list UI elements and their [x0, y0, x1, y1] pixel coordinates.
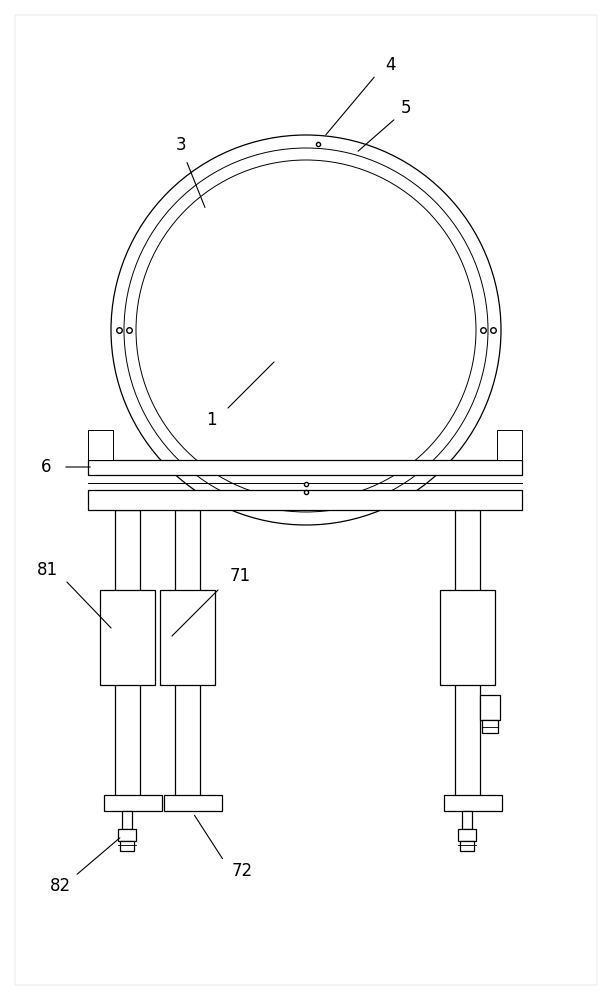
- Bar: [455, 510, 480, 810]
- Bar: [88, 490, 522, 510]
- Text: 82: 82: [50, 877, 70, 895]
- Bar: [88, 430, 113, 460]
- Bar: [122, 811, 132, 829]
- Bar: [100, 590, 155, 685]
- Text: 5: 5: [401, 99, 411, 117]
- Bar: [440, 590, 495, 685]
- Bar: [164, 795, 222, 811]
- Text: 6: 6: [41, 458, 51, 476]
- Bar: [88, 460, 522, 475]
- Text: 81: 81: [37, 561, 58, 579]
- Text: 71: 71: [230, 567, 250, 585]
- Bar: [120, 841, 134, 851]
- Text: 72: 72: [231, 862, 253, 880]
- Bar: [497, 430, 522, 460]
- Bar: [160, 590, 215, 685]
- Text: 3: 3: [176, 136, 186, 154]
- Bar: [118, 829, 136, 841]
- Text: 4: 4: [386, 56, 396, 74]
- Bar: [458, 829, 476, 841]
- Text: 1: 1: [206, 411, 216, 429]
- Bar: [460, 841, 474, 851]
- Bar: [462, 811, 472, 829]
- Bar: [444, 795, 502, 811]
- Bar: [480, 695, 500, 720]
- Bar: [482, 720, 498, 733]
- Bar: [115, 510, 140, 810]
- Bar: [104, 795, 162, 811]
- Bar: [175, 510, 200, 810]
